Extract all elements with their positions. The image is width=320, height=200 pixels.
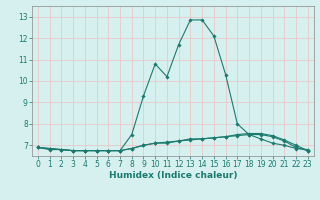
X-axis label: Humidex (Indice chaleur): Humidex (Indice chaleur) xyxy=(108,171,237,180)
